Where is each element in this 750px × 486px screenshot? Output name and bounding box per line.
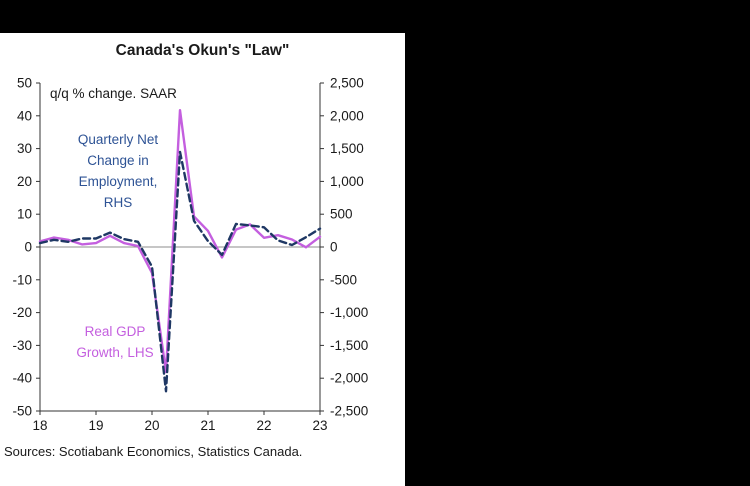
left-axis-tick-label: -30 [12,338,32,353]
chart-panel: Canada's Okun's "Law" 50 40 30 20 10 0 -10 -20 -… [0,33,405,486]
right-axis-tick-label: -2,000 [330,371,368,386]
chart-title: Canada's Okun's "Law" [115,42,290,59]
employment-line [38,150,322,393]
right-axis-tick-label: 2,500 [330,76,364,91]
x-axis-tick-label: 20 [144,418,159,433]
left-axis-tick-label: 30 [17,141,32,156]
right-axis-tick-label: 500 [330,207,353,222]
chart-subtitle: q/q % change. SAAR [50,86,177,101]
left-axis-tick-label: -40 [12,371,32,386]
left-axis-tick-label: -20 [12,305,32,320]
x-axis-tick-label: 21 [200,418,215,433]
annotation-gdp: Real GDP Growth, LHS [76,324,154,360]
chart-area: 50 40 30 20 10 0 -10 -20 -30 -40 -50 2,500 2,000 1,50… [0,68,405,440]
annotation-employment: Quarterly Net Change in Employment, RHS [77,132,159,210]
right-axis-tick-label: 2,000 [330,108,364,123]
chart-canvas: 50 40 30 20 10 0 -10 -20 -30 -40 -50 2,500 2,000 1,50… [12,76,368,434]
right-axis-tick-label: -2,500 [330,404,368,419]
x-axis-tick-label: 18 [32,418,47,433]
right-axis-tick-label: 0 [330,240,338,255]
left-axis-tick-label: 0 [24,240,32,255]
x-axis-tick-label: 22 [256,418,271,433]
right-axis-tick-label: -1,000 [330,305,368,320]
right-axis-tick-label: 1,500 [330,141,364,156]
right-axis-tick-label: -1,500 [330,338,368,353]
left-axis-tick-label: 40 [17,108,32,123]
left-axis-tick-label: 10 [17,207,32,222]
x-axis-tick-label: 19 [88,418,103,433]
left-axis-tick-label: -10 [12,272,32,287]
left-axis-tick-label: -50 [12,404,32,419]
left-axis-tick-label: 50 [17,76,32,91]
left-axis-tick-label: 20 [17,174,32,189]
x-axis-tick-label: 23 [312,418,327,433]
right-axis-tick-label: -500 [330,272,357,287]
source-note: Sources: Scotiabank Economics, Statistic… [4,444,303,459]
right-axis-tick-label: 1,000 [330,174,364,189]
